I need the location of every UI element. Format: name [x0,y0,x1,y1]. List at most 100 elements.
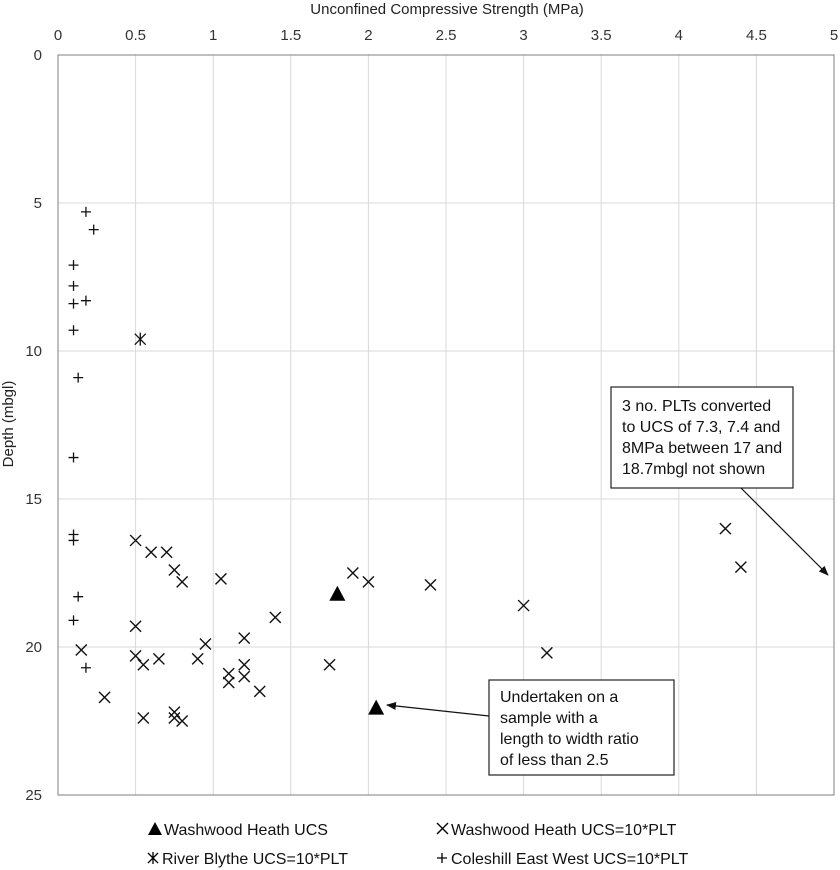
annotation-line: sample with a [500,710,598,727]
washwood-plt-point [734,561,747,574]
legend-label: River Blythe UCS=10*PLT [162,851,348,868]
washwood-plt-point [160,546,173,559]
washwood-plt-point [517,599,530,612]
x-tick-label: 5 [830,27,838,44]
coleshill-point [68,298,79,309]
washwood-plt-point [176,715,189,727]
washwood-plt-point [137,658,150,671]
washwood-plt-point [346,567,359,579]
plus-marker-icon [437,853,447,863]
washwood-plt-point [137,712,150,725]
legend-label: Coleshill East West UCS=10*PLT [451,851,689,868]
washwood-plt-point [168,564,181,577]
annotation-line: Undertaken on a [500,689,618,706]
annotation-line: 8MPa between 17 and [622,440,782,457]
y-tick-label: 10 [25,343,42,360]
y-tick-label: 15 [25,491,42,508]
x-tick-label: 0 [54,27,62,44]
plot-area-border [57,54,835,796]
coleshill-point [68,260,79,271]
x-tick-label: 4.5 [746,27,767,44]
washwood-plt-point [323,658,336,671]
coleshill-point [73,372,84,383]
annotation-line: to UCS of 7.3, 7.4 and [622,419,780,436]
coleshill-point [88,224,99,235]
coleshill-point [80,206,91,217]
washwood-plt-point [98,691,111,704]
x-tick-label: 0.5 [125,27,146,44]
x-tick-label: 2.5 [436,27,457,44]
annotation-line: length to width ratio [500,731,639,748]
washwood-plt-point [238,670,251,683]
washwood-plt-point [199,638,212,651]
washwood-plt-point [152,652,165,665]
washwood-plt-point [222,676,235,689]
washwood-plt-point [75,643,88,656]
washwood-plt-point [238,658,251,671]
washwood-ucs-point [368,699,385,715]
washwood-plt-point [129,649,142,662]
washwood-plt-point [719,522,732,535]
triangle-marker-icon [148,822,162,835]
annotation-sample-ratio: Undertaken on a sample with a length to … [386,679,675,776]
x-tick-label: 3.5 [591,27,612,44]
washwood-plt-point [540,646,553,659]
legend-label: Washwood Heath UCS=10*PLT [451,822,677,839]
coleshill-point [80,295,91,306]
washwood-plt-point [129,534,142,547]
coleshill-point [68,615,79,626]
washwood-plt-point [222,667,235,680]
washwood-plt-point [269,611,282,624]
river-blythe-point [134,332,147,346]
legend: Washwood Heath UCS Washwood Heath UCS=10… [147,822,689,868]
washwood-plt-point [362,575,375,588]
annotation-line: of less than 2.5 [500,752,609,769]
coleshill-point [73,591,84,602]
x-tick-label: 1 [209,27,217,44]
coleshill-point [68,535,79,546]
coleshill-point [68,452,79,463]
y-tick-label: 20 [25,639,42,656]
washwood-plt-point [191,652,204,665]
coleshill-point [80,662,91,673]
legend-entry-coleshill: Coleshill East West UCS=10*PLT [437,851,689,868]
washwood-plt-point [238,632,251,645]
y-tick-label: 5 [34,195,42,212]
washwood-plt-point [145,546,158,559]
annotation-arrow [386,701,490,717]
washwood-plt-point [129,620,142,633]
x-tick-label: 1.5 [280,27,301,44]
x-axis-tick-labels: 0 0.5 1 1.5 2 2.5 3 3.5 4 4.5 5 [54,27,838,44]
annotation-box [610,386,794,489]
legend-label: Washwood Heath UCS [164,822,328,839]
y-axis-title: Depth (mbgl) [0,381,17,468]
x-axis-title: Unconfined Compressive Strength (MPa) [310,1,583,18]
coleshill-point [68,280,79,291]
y-tick-label: 0 [34,47,42,64]
legend-entry-washwood-plt: Washwood Heath UCS=10*PLT [436,822,677,839]
washwood-plt-point [424,578,437,591]
y-tick-label: 25 [25,787,42,804]
washwood-plt-point [253,685,266,698]
x-tick-label: 4 [675,27,683,44]
washwood-ucs-point [329,585,346,601]
y-axis-tick-labels: 0 5 10 15 20 25 [25,47,42,804]
washwood-plt-point [168,712,181,725]
data-points [68,206,747,727]
annotation-plt-not-shown: 3 no. PLTs converted to UCS of 7.3, 7.4 … [610,386,829,576]
annotation-arrow [740,487,829,576]
annotation-box [488,679,675,776]
annotation-line: 3 no. PLTs converted [622,398,771,415]
legend-entry-washwood-ucs: Washwood Heath UCS [148,822,328,839]
annotation-line: 18.7mbgl not shown [622,461,765,478]
x-tick-label: 2 [364,27,372,44]
legend-entry-river-blythe: River Blythe UCS=10*PLT [147,851,348,868]
x-marker-icon [436,822,449,835]
coleshill-point [68,325,79,336]
washwood-plt-point [176,575,189,588]
asterisk-marker-icon [147,852,159,864]
x-tick-label: 3 [519,27,527,44]
washwood-plt-point [168,706,181,719]
washwood-plt-point [214,572,227,585]
